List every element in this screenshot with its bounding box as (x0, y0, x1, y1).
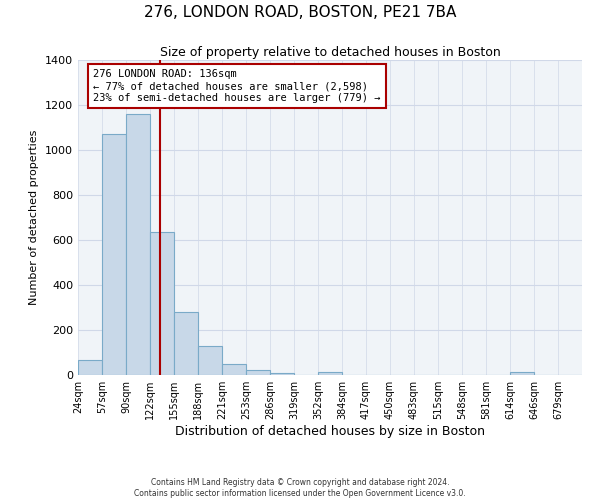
Text: 276, LONDON ROAD, BOSTON, PE21 7BA: 276, LONDON ROAD, BOSTON, PE21 7BA (144, 5, 456, 20)
Bar (246, 370, 270, 375)
Bar (102, 134, 126, 375)
Bar (78, 360, 102, 375)
Title: Size of property relative to detached houses in Boston: Size of property relative to detached ho… (160, 46, 500, 59)
Bar (174, 312, 198, 375)
X-axis label: Distribution of detached houses by size in Boston: Distribution of detached houses by size … (175, 425, 485, 438)
Bar (510, 372, 534, 375)
Bar (318, 372, 342, 375)
Y-axis label: Number of detached properties: Number of detached properties (29, 130, 40, 305)
Text: Contains HM Land Registry data © Crown copyright and database right 2024.
Contai: Contains HM Land Registry data © Crown c… (134, 478, 466, 498)
Bar (198, 346, 222, 375)
Bar (222, 364, 246, 375)
Bar (126, 114, 150, 375)
Bar (150, 232, 174, 375)
Text: 276 LONDON ROAD: 136sqm
← 77% of detached houses are smaller (2,598)
23% of semi: 276 LONDON ROAD: 136sqm ← 77% of detache… (93, 70, 380, 102)
Bar (270, 373, 294, 375)
